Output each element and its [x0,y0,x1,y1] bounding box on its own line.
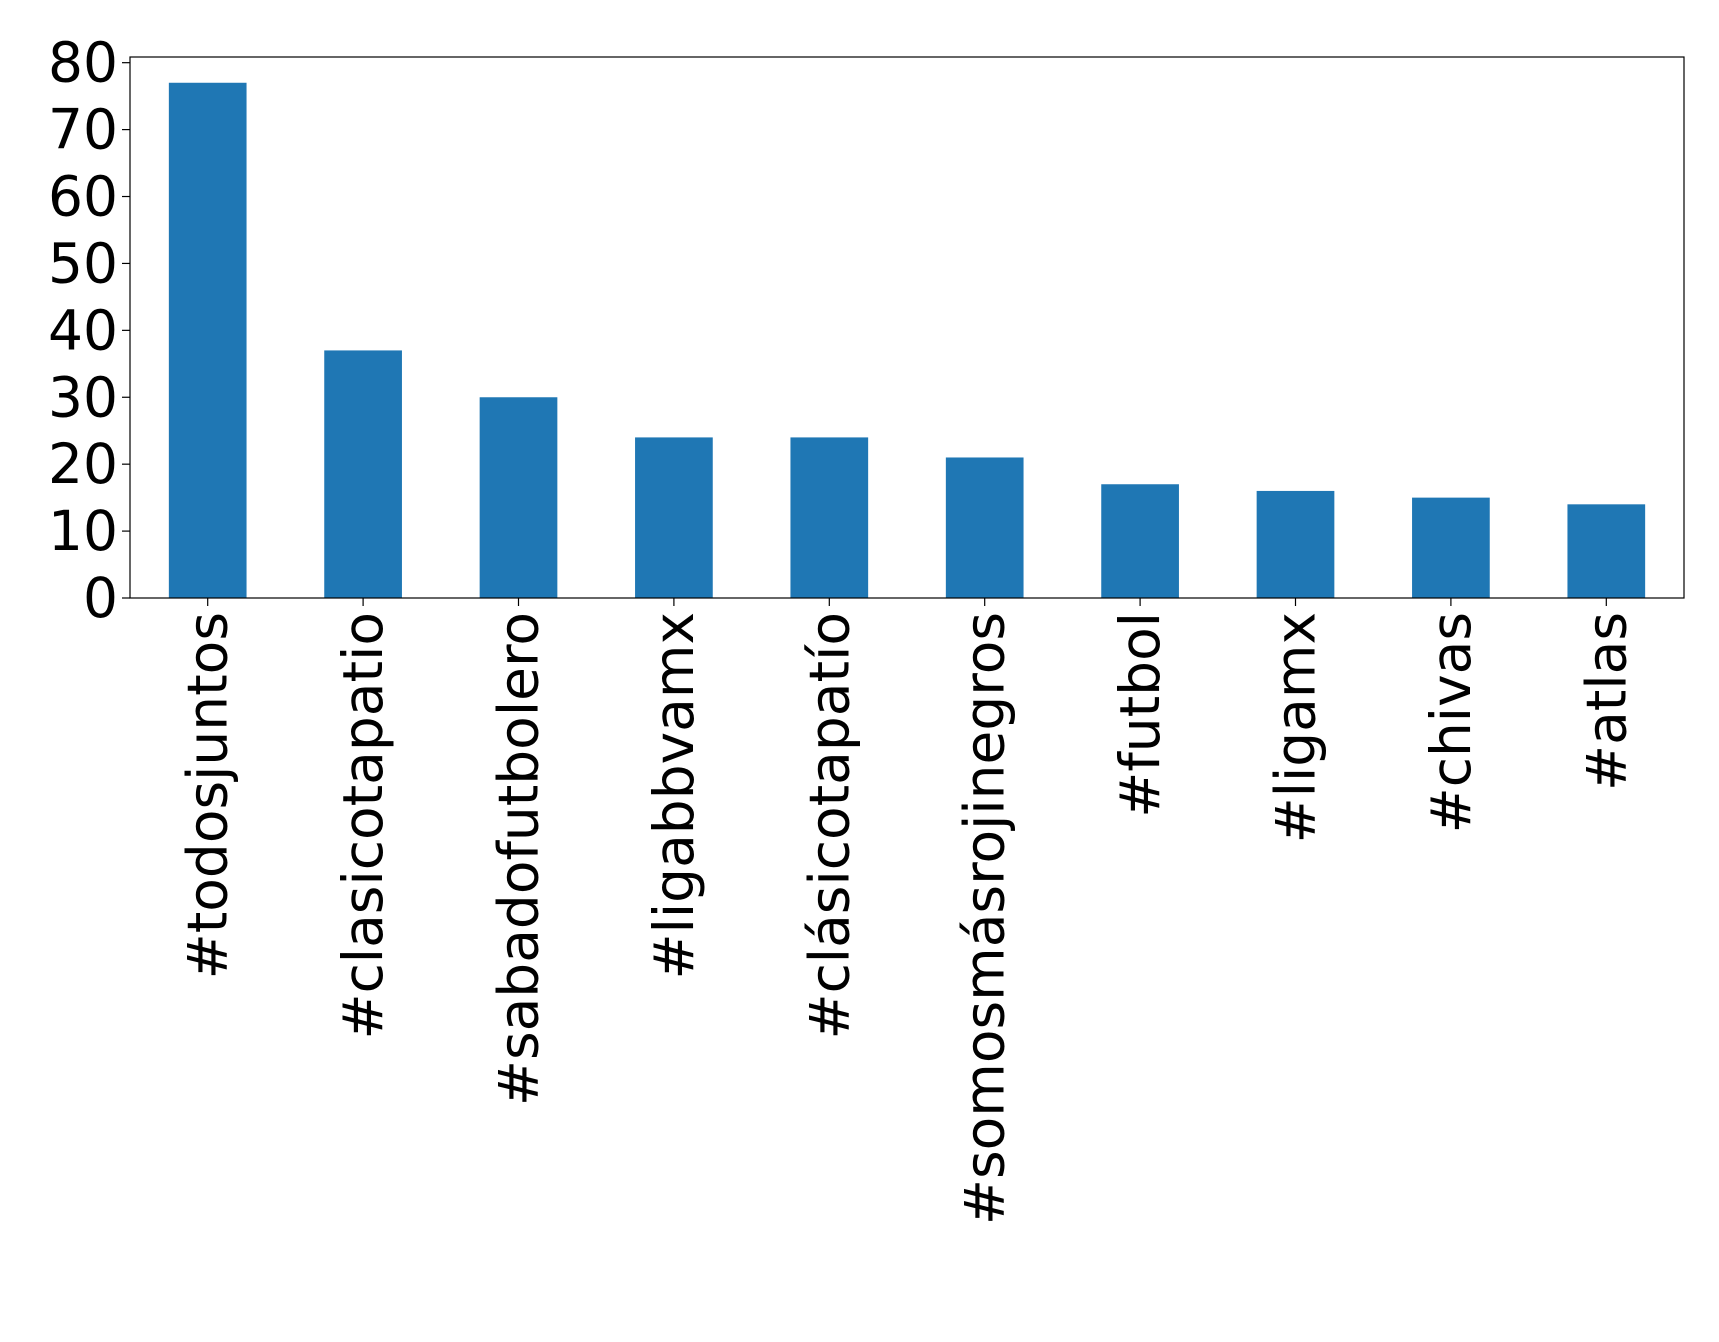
y-tick-label: 50 [48,231,118,295]
y-tick-label: 70 [48,98,118,162]
bar [479,397,558,598]
y-tick-label: 30 [48,365,118,429]
x-tick-label: #sabadofutbolero [487,612,551,1106]
bar [1256,490,1335,598]
x-tick-label: #todosjuntos [176,612,240,979]
x-tick-label: #clásicotapatío [797,612,861,1040]
bar [790,437,869,598]
x-tick-label: #somosmásrojinegros [953,612,1017,1225]
y-tick-label: 40 [48,298,118,362]
x-tick-label: #atlas [1574,612,1638,791]
bar [1412,497,1490,598]
y-tick-label: 60 [48,165,118,229]
x-tick-label: #ligabbvamx [642,612,706,979]
bar [635,437,713,598]
x-tick-label: #clasicotapatio [331,612,395,1040]
bar [1567,504,1646,598]
y-tick-label: 0 [83,566,118,630]
bar [1101,484,1179,598]
x-tick-label: #futbol [1108,612,1172,818]
y-tick-label: 20 [48,432,118,496]
axes-frame [129,56,1685,599]
y-tick-label: 80 [48,31,118,95]
bar [945,457,1024,598]
y-tick-label: 10 [48,499,118,563]
bar [324,350,402,598]
x-tick-label: #ligamx [1264,612,1328,843]
x-tick-label: #chivas [1419,612,1483,833]
bar [168,82,247,598]
